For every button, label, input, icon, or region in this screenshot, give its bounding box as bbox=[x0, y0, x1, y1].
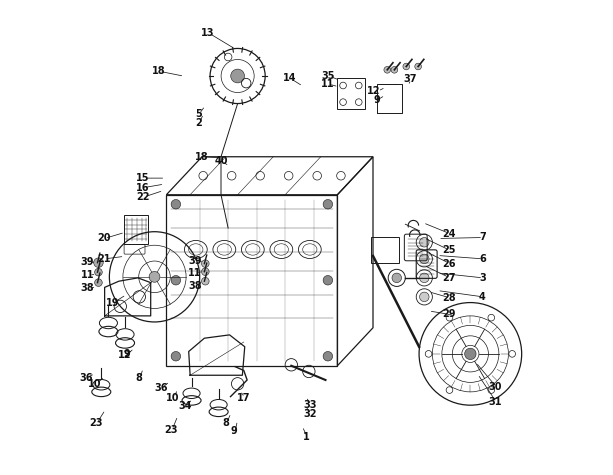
Text: 10: 10 bbox=[166, 392, 179, 403]
Bar bbox=[371, 237, 399, 263]
Text: 7: 7 bbox=[479, 232, 485, 243]
Text: 29: 29 bbox=[442, 309, 455, 320]
Text: 22: 22 bbox=[136, 192, 150, 202]
Text: 38: 38 bbox=[188, 281, 202, 291]
Text: 15: 15 bbox=[136, 173, 150, 183]
Text: 14: 14 bbox=[283, 73, 296, 84]
Circle shape bbox=[149, 271, 160, 282]
Circle shape bbox=[323, 276, 333, 285]
Text: 32: 32 bbox=[303, 409, 317, 419]
Text: 10: 10 bbox=[88, 379, 102, 389]
Circle shape bbox=[94, 279, 102, 286]
Text: 8: 8 bbox=[136, 372, 143, 383]
Text: 11: 11 bbox=[321, 79, 335, 89]
Text: 30: 30 bbox=[489, 382, 502, 392]
Text: 6: 6 bbox=[479, 254, 485, 264]
Circle shape bbox=[171, 352, 181, 361]
Circle shape bbox=[230, 69, 245, 83]
Circle shape bbox=[419, 238, 429, 247]
Text: 9: 9 bbox=[124, 349, 131, 359]
Circle shape bbox=[94, 268, 102, 276]
Text: 23: 23 bbox=[89, 418, 103, 428]
Text: 40: 40 bbox=[215, 156, 228, 167]
Text: 11: 11 bbox=[188, 268, 202, 278]
Circle shape bbox=[403, 63, 409, 70]
Bar bbox=[337, 78, 365, 109]
Bar bbox=[124, 215, 148, 244]
Text: 2: 2 bbox=[195, 118, 202, 129]
Text: 38: 38 bbox=[80, 283, 94, 294]
Circle shape bbox=[171, 276, 181, 285]
Text: 16: 16 bbox=[136, 182, 150, 193]
Text: 1: 1 bbox=[303, 432, 310, 442]
Text: 27: 27 bbox=[442, 273, 455, 283]
Text: 36: 36 bbox=[79, 372, 93, 383]
Text: 8: 8 bbox=[223, 418, 229, 428]
Text: 5: 5 bbox=[195, 109, 202, 119]
Circle shape bbox=[384, 66, 390, 73]
Circle shape bbox=[94, 258, 103, 267]
Text: 18: 18 bbox=[195, 152, 209, 162]
Text: 39: 39 bbox=[80, 257, 94, 267]
Text: 13: 13 bbox=[202, 28, 215, 38]
Text: 35: 35 bbox=[321, 71, 335, 81]
Circle shape bbox=[391, 66, 398, 73]
Text: 28: 28 bbox=[442, 293, 456, 303]
Circle shape bbox=[202, 260, 209, 267]
Text: 34: 34 bbox=[178, 401, 192, 411]
Circle shape bbox=[415, 63, 422, 70]
Text: 12: 12 bbox=[118, 350, 132, 360]
Text: 24: 24 bbox=[442, 228, 455, 239]
Circle shape bbox=[465, 348, 476, 360]
Circle shape bbox=[323, 200, 333, 209]
Text: 11: 11 bbox=[82, 270, 95, 281]
Text: 3: 3 bbox=[479, 273, 485, 283]
Text: 17: 17 bbox=[237, 392, 251, 403]
Circle shape bbox=[392, 273, 402, 283]
Text: 39: 39 bbox=[188, 256, 202, 266]
Circle shape bbox=[419, 254, 429, 264]
Text: 36: 36 bbox=[154, 383, 167, 393]
Text: 20: 20 bbox=[97, 233, 110, 244]
Text: 19: 19 bbox=[106, 297, 120, 308]
Text: 26: 26 bbox=[442, 258, 455, 269]
Circle shape bbox=[419, 273, 429, 283]
Text: 12: 12 bbox=[367, 86, 381, 96]
Text: 18: 18 bbox=[151, 66, 165, 76]
Circle shape bbox=[202, 268, 209, 276]
Text: 4: 4 bbox=[479, 292, 485, 302]
Text: 25: 25 bbox=[442, 245, 455, 256]
Text: 9: 9 bbox=[231, 426, 238, 436]
Text: 31: 31 bbox=[489, 397, 502, 408]
Circle shape bbox=[323, 352, 333, 361]
Text: 21: 21 bbox=[97, 254, 110, 264]
Text: 37: 37 bbox=[403, 74, 417, 85]
Text: 23: 23 bbox=[164, 425, 178, 435]
Circle shape bbox=[171, 200, 181, 209]
Text: 9: 9 bbox=[373, 95, 380, 105]
Text: 33: 33 bbox=[303, 399, 317, 410]
Circle shape bbox=[202, 277, 209, 285]
Circle shape bbox=[419, 292, 429, 302]
